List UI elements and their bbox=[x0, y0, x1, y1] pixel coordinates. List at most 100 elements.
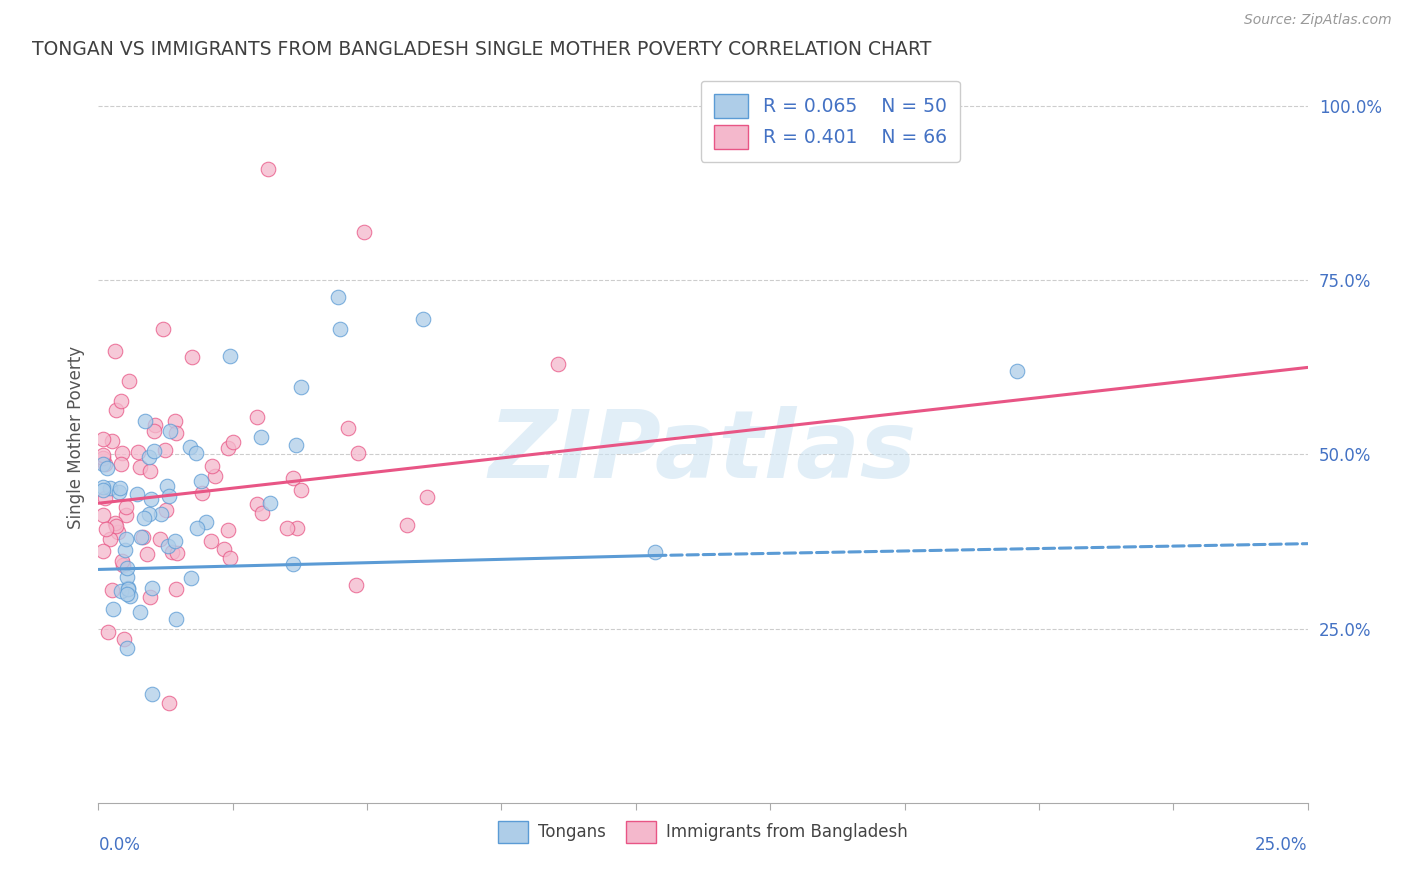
Point bbox=[212, 541, 235, 556]
Point bbox=[128, 605, 150, 619]
Point bbox=[138, 507, 160, 521]
Point bbox=[91, 448, 114, 462]
Point bbox=[165, 425, 187, 440]
Point bbox=[91, 544, 114, 558]
Point bbox=[91, 480, 114, 494]
Point bbox=[336, 421, 359, 435]
Point bbox=[117, 560, 139, 574]
Point bbox=[200, 533, 222, 548]
Point bbox=[94, 457, 117, 471]
Point bbox=[141, 492, 163, 507]
Point bbox=[142, 444, 165, 458]
Point bbox=[114, 543, 136, 558]
Point bbox=[186, 521, 208, 535]
Point bbox=[103, 516, 125, 530]
Point bbox=[219, 349, 242, 363]
Point bbox=[281, 471, 304, 485]
Point bbox=[134, 413, 156, 427]
Point bbox=[412, 312, 434, 326]
Text: ZIPatlas: ZIPatlas bbox=[489, 406, 917, 498]
Point bbox=[156, 479, 179, 493]
Point bbox=[91, 508, 114, 523]
Point bbox=[1007, 364, 1029, 378]
Point bbox=[139, 590, 162, 604]
Point bbox=[396, 517, 419, 532]
Point bbox=[138, 450, 160, 464]
Point bbox=[165, 612, 187, 626]
Point bbox=[107, 485, 129, 500]
Point bbox=[204, 469, 226, 483]
Point bbox=[141, 687, 163, 701]
Point bbox=[103, 344, 125, 359]
Point bbox=[105, 403, 128, 417]
Point bbox=[100, 434, 122, 449]
Point bbox=[165, 414, 187, 428]
Point bbox=[284, 438, 307, 452]
Point bbox=[344, 578, 367, 592]
Point bbox=[110, 583, 132, 598]
Point bbox=[217, 523, 239, 537]
Point bbox=[114, 500, 136, 514]
Text: TONGAN VS IMMIGRANTS FROM BANGLADESH SINGLE MOTHER POVERTY CORRELATION CHART: TONGAN VS IMMIGRANTS FROM BANGLADESH SIN… bbox=[32, 39, 931, 59]
Point bbox=[132, 511, 155, 525]
Point bbox=[96, 460, 118, 475]
Point bbox=[179, 440, 201, 454]
Point bbox=[91, 458, 114, 472]
Point bbox=[329, 322, 352, 336]
Point bbox=[217, 442, 239, 456]
Point bbox=[328, 290, 350, 304]
Point bbox=[160, 545, 183, 559]
Point bbox=[190, 474, 212, 488]
Point bbox=[149, 507, 172, 521]
Point bbox=[159, 489, 181, 503]
Point bbox=[252, 506, 274, 520]
Point bbox=[101, 583, 124, 598]
Point bbox=[112, 558, 135, 573]
Point bbox=[218, 550, 240, 565]
Point bbox=[159, 424, 181, 438]
Point bbox=[117, 582, 139, 596]
Text: Source: ZipAtlas.com: Source: ZipAtlas.com bbox=[1244, 13, 1392, 28]
Point bbox=[547, 357, 569, 371]
Point bbox=[290, 380, 312, 394]
Point bbox=[166, 546, 188, 560]
Point bbox=[98, 481, 121, 495]
Point bbox=[136, 547, 159, 561]
Point bbox=[166, 582, 188, 597]
Point bbox=[112, 632, 135, 646]
Point bbox=[246, 497, 269, 511]
Point bbox=[191, 485, 214, 500]
Point bbox=[222, 434, 245, 449]
Point bbox=[153, 443, 176, 458]
Legend: Tongans, Immigrants from Bangladesh: Tongans, Immigrants from Bangladesh bbox=[492, 814, 914, 849]
Point bbox=[353, 225, 375, 239]
Point bbox=[110, 394, 132, 409]
Point bbox=[120, 589, 142, 603]
Point bbox=[94, 491, 117, 505]
Point bbox=[111, 554, 134, 568]
Point bbox=[91, 432, 114, 446]
Point bbox=[184, 446, 207, 460]
Point bbox=[346, 446, 368, 460]
Point bbox=[110, 458, 132, 472]
Text: 0.0%: 0.0% bbox=[98, 836, 141, 854]
Point bbox=[114, 533, 136, 547]
Point bbox=[285, 521, 308, 535]
Point bbox=[157, 696, 180, 710]
Point bbox=[114, 508, 136, 523]
Text: 25.0%: 25.0% bbox=[1256, 836, 1308, 854]
Point bbox=[115, 640, 138, 655]
Point bbox=[149, 532, 172, 546]
Point bbox=[132, 530, 155, 544]
Point bbox=[152, 322, 174, 336]
Point bbox=[118, 374, 141, 388]
Point bbox=[180, 350, 202, 364]
Point bbox=[117, 570, 139, 584]
Point bbox=[194, 515, 217, 529]
Point bbox=[143, 418, 166, 433]
Point bbox=[165, 534, 187, 549]
Y-axis label: Single Mother Poverty: Single Mother Poverty bbox=[66, 345, 84, 529]
Point bbox=[97, 624, 120, 639]
Point bbox=[127, 487, 149, 501]
Point bbox=[128, 460, 150, 475]
